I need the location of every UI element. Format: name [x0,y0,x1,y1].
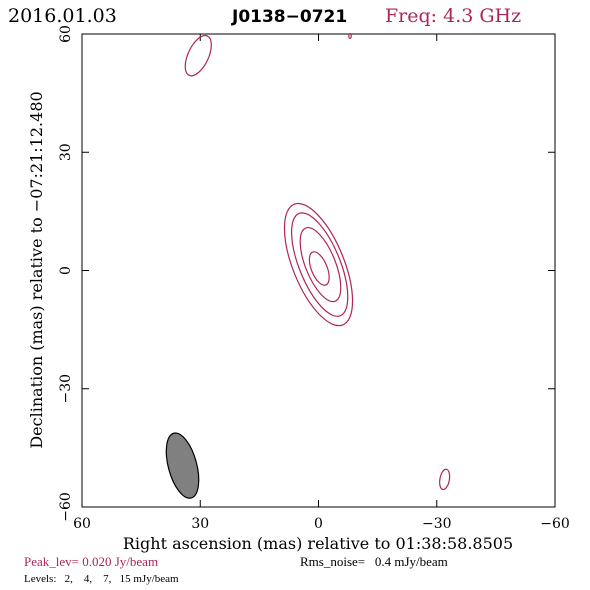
x-tick-label: −60 [540,516,570,532]
y-tick-label: 30 [58,143,74,161]
contour-blob-bottom-right [439,468,451,491]
x-tick-label: −30 [422,516,452,532]
contour-blob-top-left [184,34,212,77]
contour-core-level-1 [283,202,354,327]
y-tick-label: −60 [58,492,74,522]
contour-core-level-3 [299,227,342,303]
x-tick-labels: 60 30 0 −30 −60 [73,516,570,532]
rms-noise: Rms_noise= 0.4 mJy/beam [300,554,448,569]
x-axis-label: Right ascension (mas) relative to 01:38:… [123,534,513,553]
contour-blob-top-edge [348,33,352,39]
contour-levels: Levels: 2, 4, 7, 15 mJy/beam [24,573,179,585]
contour-core-level-4 [308,251,330,286]
beam-layer [165,432,200,499]
x-tick-label: 60 [73,516,91,532]
observation-date: 2016.01.03 [8,5,117,27]
y-tick-label: −30 [58,374,74,404]
restoring-beam [165,432,200,499]
x-tick-label: 0 [314,516,323,532]
peak-level: Peak_lev= 0.020 Jy/beam [24,554,158,569]
y-tick-label: 60 [58,25,74,43]
axis-ticks [81,33,556,508]
y-tick-labels: −60 −30 0 30 60 [58,25,74,522]
contour-layer [184,33,451,491]
plot-frame [81,33,556,508]
source-name: J0138−0721 [231,7,347,27]
frequency-label: Freq: 4.3 GHz [385,5,521,27]
y-tick-label: 0 [58,266,74,275]
contour-core-level-2 [291,212,349,317]
y-axis-label: Declination (mas) relative to −07:21:12.… [27,91,46,448]
x-tick-label: 30 [191,516,209,532]
